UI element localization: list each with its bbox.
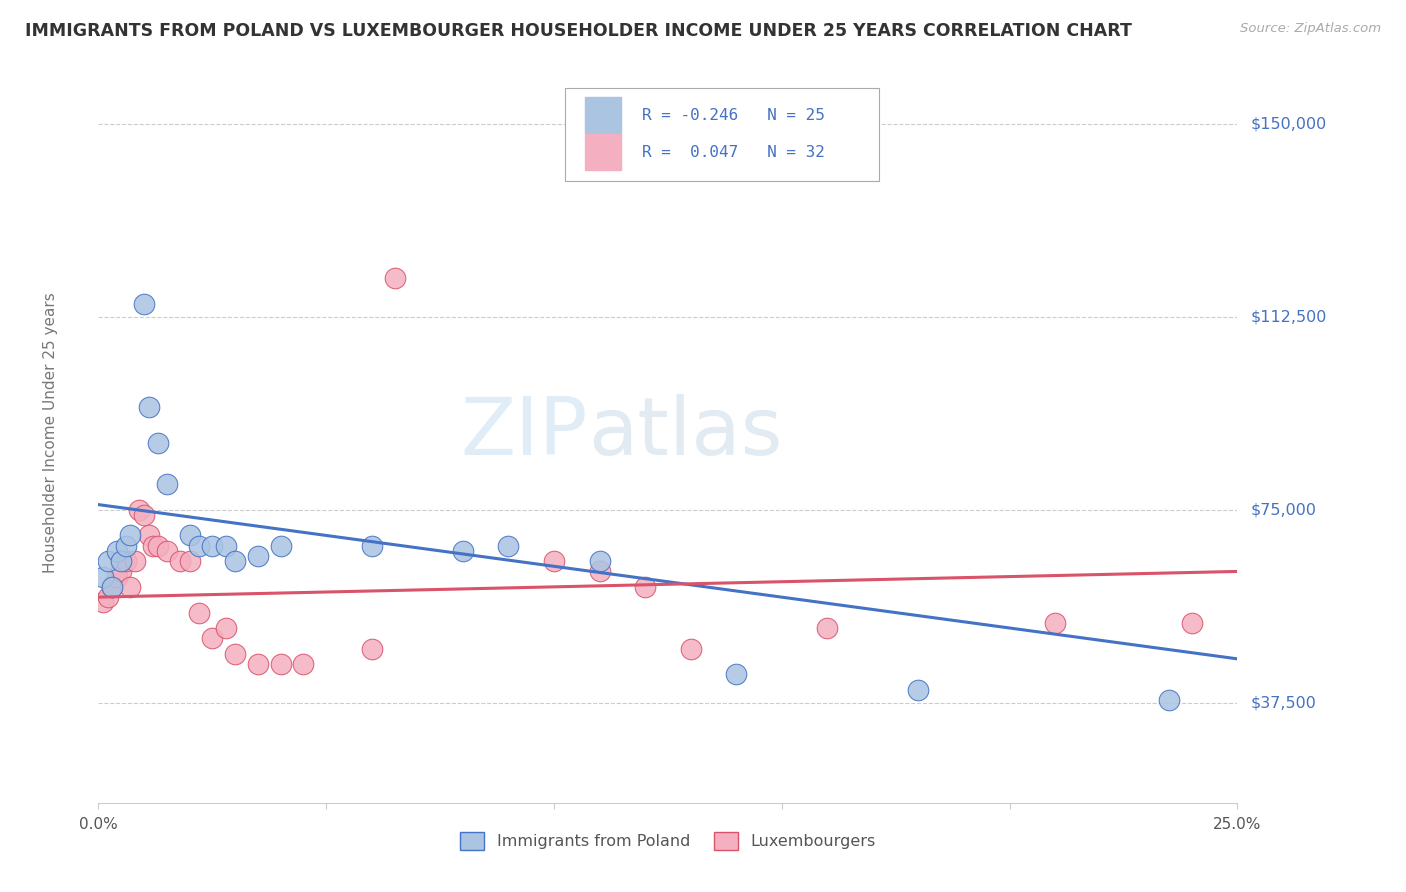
Point bbox=[128, 502, 150, 516]
Point bbox=[224, 647, 246, 661]
Point bbox=[101, 580, 124, 594]
Point bbox=[224, 554, 246, 568]
FancyBboxPatch shape bbox=[585, 135, 621, 169]
Point bbox=[1043, 615, 1066, 630]
Point bbox=[105, 569, 128, 583]
Point bbox=[907, 682, 929, 697]
Point bbox=[270, 539, 292, 553]
Point bbox=[146, 539, 169, 553]
Point bbox=[187, 539, 209, 553]
Text: R =  0.047   N = 32: R = 0.047 N = 32 bbox=[641, 145, 824, 160]
Point bbox=[120, 528, 142, 542]
Point bbox=[138, 528, 160, 542]
Point bbox=[215, 621, 238, 635]
Point bbox=[114, 554, 136, 568]
Point bbox=[588, 565, 610, 579]
Text: $150,000: $150,000 bbox=[1251, 117, 1327, 132]
Text: Householder Income Under 25 years: Householder Income Under 25 years bbox=[44, 293, 58, 573]
Text: Source: ZipAtlas.com: Source: ZipAtlas.com bbox=[1240, 22, 1381, 36]
Point bbox=[169, 554, 191, 568]
Point bbox=[215, 539, 238, 553]
Point bbox=[179, 554, 201, 568]
Point bbox=[1181, 615, 1204, 630]
Point bbox=[292, 657, 315, 671]
Point bbox=[201, 539, 224, 553]
Point bbox=[142, 539, 165, 553]
Point bbox=[384, 271, 406, 285]
Text: IMMIGRANTS FROM POLAND VS LUXEMBOURGER HOUSEHOLDER INCOME UNDER 25 YEARS CORRELA: IMMIGRANTS FROM POLAND VS LUXEMBOURGER H… bbox=[25, 22, 1132, 40]
Point bbox=[91, 569, 114, 583]
Point bbox=[1157, 693, 1180, 707]
Point bbox=[132, 508, 155, 522]
Text: ZIP: ZIP bbox=[461, 393, 588, 472]
Point bbox=[124, 554, 146, 568]
Point bbox=[360, 641, 382, 656]
Text: $112,500: $112,500 bbox=[1251, 310, 1327, 325]
Point bbox=[543, 554, 565, 568]
FancyBboxPatch shape bbox=[565, 88, 879, 181]
Point bbox=[110, 554, 132, 568]
Text: $75,000: $75,000 bbox=[1251, 502, 1317, 517]
Point bbox=[96, 590, 118, 604]
FancyBboxPatch shape bbox=[585, 97, 621, 133]
Point bbox=[360, 539, 382, 553]
Point bbox=[815, 621, 838, 635]
Text: atlas: atlas bbox=[588, 393, 783, 472]
Point bbox=[246, 657, 269, 671]
Point bbox=[146, 436, 169, 450]
Point bbox=[679, 641, 702, 656]
Point bbox=[725, 667, 748, 681]
Text: R = -0.246   N = 25: R = -0.246 N = 25 bbox=[641, 108, 824, 122]
Point bbox=[156, 544, 179, 558]
Point bbox=[588, 554, 610, 568]
Point bbox=[156, 477, 179, 491]
Point bbox=[101, 580, 124, 594]
Point bbox=[634, 580, 657, 594]
Point bbox=[91, 595, 114, 609]
Legend: Immigrants from Poland, Luxembourgers: Immigrants from Poland, Luxembourgers bbox=[451, 824, 884, 858]
Point bbox=[138, 400, 160, 414]
Point bbox=[132, 297, 155, 311]
Point bbox=[451, 544, 474, 558]
Point bbox=[246, 549, 269, 563]
Point bbox=[498, 539, 520, 553]
Point bbox=[179, 528, 201, 542]
Point bbox=[187, 606, 209, 620]
Point bbox=[105, 544, 128, 558]
Text: $37,500: $37,500 bbox=[1251, 695, 1317, 710]
Point bbox=[201, 632, 224, 646]
Point bbox=[120, 580, 142, 594]
Point bbox=[114, 539, 136, 553]
Point bbox=[110, 565, 132, 579]
Point bbox=[96, 554, 118, 568]
Point bbox=[270, 657, 292, 671]
